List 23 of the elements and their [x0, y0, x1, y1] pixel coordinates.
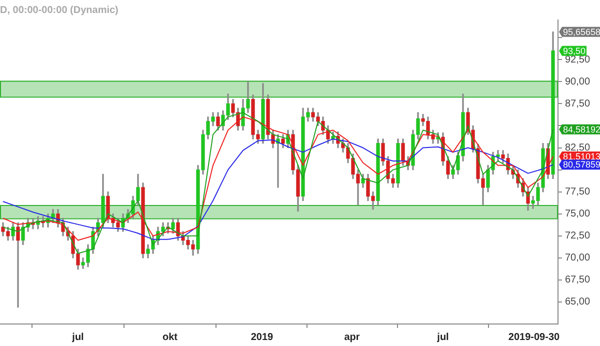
chart-title: D, 00:00-00:00 (Dynamic) [0, 4, 118, 16]
y-tick-label: 75,00 [565, 208, 590, 220]
y-tick-label: 65,00 [565, 296, 590, 308]
y-tick-label: 72,50 [565, 230, 590, 242]
x-tick-label: 2019-09-30 [508, 332, 560, 343]
x-tick-label: 2019 [250, 332, 274, 343]
annotation: 80,57859 [563, 160, 600, 170]
annotation: 84,58192 [563, 124, 600, 134]
x-tick-label: okt [162, 332, 178, 343]
x-tick-label: apr [344, 332, 360, 343]
y-tick-label: 77,50 [565, 186, 590, 198]
y-tick-label: 90,00 [565, 76, 590, 88]
y-tick-label: 67,50 [565, 274, 590, 286]
y-tick-label: 87,50 [565, 98, 590, 110]
annotation: 93,50 [563, 46, 586, 56]
y-tick-label: 92,50 [565, 54, 590, 66]
candlestick [16, 222, 20, 308]
y-tick-label: 70,00 [565, 252, 590, 264]
x-tick-label: jul [71, 332, 84, 343]
y-tick-label: 82,50 [565, 142, 590, 154]
annotation: 95,65658 [563, 26, 600, 37]
annotation: 81,51013 [563, 151, 600, 162]
x-tick-label: jul [436, 332, 450, 343]
